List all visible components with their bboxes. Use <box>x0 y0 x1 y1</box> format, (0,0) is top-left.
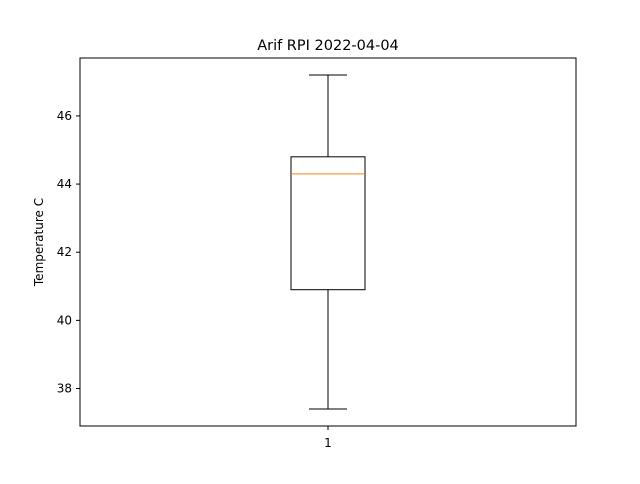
y-tick-label: 46 <box>57 109 72 123</box>
y-tick-label: 42 <box>57 245 72 259</box>
y-tick-label: 44 <box>57 177 72 191</box>
plot-area: 38 40 42 44 46 1 <box>57 57 577 450</box>
y-tick-label: 40 <box>57 313 72 327</box>
chart-title: Arif RPI 2022-04-04 <box>257 38 399 54</box>
x-tick-label: 1 <box>324 436 332 450</box>
y-axis-label: Temperature C <box>32 198 46 287</box>
iqr-box <box>290 156 366 291</box>
y-tick-label: 38 <box>57 382 72 396</box>
